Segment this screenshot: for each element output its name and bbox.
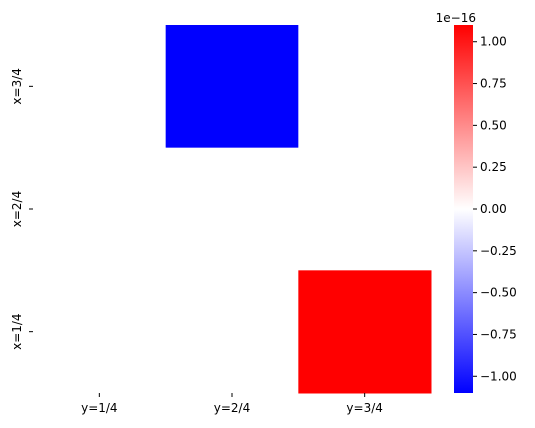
colorbar-tick-label: −0.25 <box>480 244 517 258</box>
heatmap-cell <box>33 25 167 149</box>
heatmap-cell <box>33 147 167 271</box>
heatmap-cell <box>298 25 432 149</box>
colorbar-gradient <box>454 25 473 393</box>
y-tick-label: x=2/4 <box>10 191 24 227</box>
colorbar-tick-label: 0.50 <box>480 118 507 132</box>
heatmap-cell <box>298 147 432 271</box>
y-tick-label: x=1/4 <box>10 313 24 349</box>
colorbar-tick-label: −1.00 <box>480 369 517 383</box>
colorbar: 1.00 0.75 0.50 0.25 0.00 −0.25 −0.50 −0.75 −1.00… <box>436 11 517 393</box>
colorbar-scale-label: 1e−16 <box>436 11 476 25</box>
y-tick-label: x=3/4 <box>10 68 24 104</box>
colorbar-tick-label: 0.25 <box>480 160 507 174</box>
colorbar-tick-label: 0.00 <box>480 202 507 216</box>
x-tick-label: y=2/4 <box>214 401 250 415</box>
colorbar-ticks: 1.00 0.75 0.50 0.25 0.00 −0.25 −0.50 −0.75 −1.00 <box>473 35 517 383</box>
heatmap-cell <box>165 25 299 149</box>
colorbar-tick-label: 0.75 <box>480 77 507 91</box>
heatmap-cell <box>165 270 299 394</box>
x-tick-label: y=1/4 <box>81 401 117 415</box>
x-tick-label: y=3/4 <box>346 401 382 415</box>
heatmap-cell <box>33 270 167 394</box>
colorbar-tick-label: −0.75 <box>480 327 517 341</box>
colorbar-tick-label: 1.00 <box>480 35 507 49</box>
x-axis-ticks: y=1/4 y=2/4 y=3/4 <box>81 393 383 415</box>
heatmap-cells <box>33 25 432 394</box>
heatmap-cell <box>298 270 432 394</box>
heatmap-cell <box>165 147 299 271</box>
y-axis-ticks: x=3/4 x=2/4 x=1/4 <box>10 68 33 350</box>
colorbar-tick-label: −0.50 <box>480 286 517 300</box>
